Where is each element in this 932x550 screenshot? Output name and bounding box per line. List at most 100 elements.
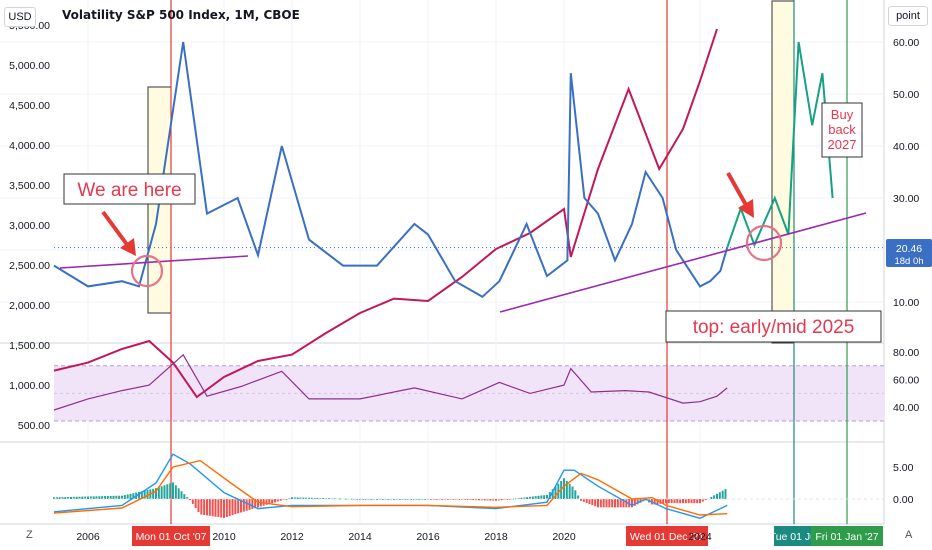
macd-histogram-bar bbox=[636, 499, 639, 505]
macd-histogram-bar bbox=[228, 499, 231, 517]
macd-histogram-bar bbox=[279, 499, 282, 501]
macd-histogram-bar bbox=[129, 493, 132, 499]
macd-histogram-bar bbox=[214, 499, 217, 517]
time-marker-label-bg bbox=[774, 526, 814, 546]
macd-histogram-bar bbox=[197, 499, 200, 512]
rsi-axis-tick: 40.00 bbox=[893, 402, 919, 414]
rsi-axis-tick: 80.00 bbox=[893, 347, 919, 359]
macd-histogram-bar bbox=[274, 499, 276, 503]
macd-histogram-bar bbox=[704, 499, 707, 501]
left-axis-tick: 2,000.00 bbox=[9, 300, 50, 312]
macd-histogram-bar bbox=[189, 499, 191, 501]
macd-histogram-bar bbox=[500, 499, 503, 501]
macd-histogram-bar bbox=[486, 499, 489, 501]
macd-histogram-bar bbox=[55, 497, 58, 499]
price-tag-countdown: 18d 0h bbox=[894, 256, 923, 267]
time-axis-tick: 2014 bbox=[348, 531, 372, 543]
macd-histogram-bar bbox=[514, 498, 517, 500]
macd-histogram-bar bbox=[495, 499, 497, 501]
macd-histogram-bar bbox=[557, 483, 560, 499]
auto-scale-icon[interactable]: A bbox=[905, 529, 913, 541]
axis-labels-layer: 5,500.005,000.004,500.004,000.003,500.00… bbox=[9, 20, 919, 543]
macd-histogram-bar bbox=[237, 499, 240, 514]
circle-marker-2008 bbox=[130, 254, 164, 288]
macd-histogram-bar bbox=[594, 499, 597, 507]
macd-histogram-bar bbox=[186, 497, 189, 499]
macd-histogram-bar bbox=[523, 497, 526, 499]
vertical-markers-layer: Mon 01 Oct '07 Wed 01 Dec '21 Tue 01 JulFr… bbox=[132, 0, 883, 546]
macd-histogram-bar bbox=[101, 496, 104, 499]
time-axis-tick: 2020 bbox=[552, 531, 576, 543]
macd-histogram-bar bbox=[169, 483, 172, 499]
macd-histogram bbox=[53, 478, 727, 518]
macd-histogram-bar bbox=[140, 491, 143, 499]
macd-histogram-bar bbox=[132, 493, 135, 499]
macd-histogram-bar bbox=[441, 499, 444, 500]
macd-histogram-bar bbox=[299, 497, 302, 499]
macd-histogram-bar bbox=[582, 499, 585, 502]
macd-histogram-bar bbox=[95, 496, 98, 499]
left-unit-button[interactable]: USD bbox=[4, 7, 36, 27]
left-axis-tick: 4,000.00 bbox=[9, 140, 50, 152]
time-marker-label-bg bbox=[626, 526, 708, 546]
macd-histogram-bar bbox=[537, 495, 540, 499]
macd-histogram-bar bbox=[631, 499, 633, 508]
macd-histogram-bar bbox=[506, 499, 509, 500]
macd-histogram-bar bbox=[78, 496, 81, 499]
macd-histogram-bar bbox=[682, 499, 684, 504]
right-axis-tick: 30.00 bbox=[893, 193, 919, 205]
spx-line bbox=[53, 28, 718, 399]
annotation-top-box bbox=[665, 310, 882, 343]
macd-histogram-bar bbox=[483, 499, 486, 501]
macd-histogram-bar bbox=[588, 499, 591, 505]
macd-histogram-bar bbox=[543, 495, 546, 499]
macd-histogram-bar bbox=[112, 495, 115, 499]
macd-histogram-bar bbox=[70, 496, 72, 499]
macd-histogram-bar bbox=[492, 499, 495, 501]
macd-histogram-bar bbox=[217, 499, 220, 518]
time-axis-tick: 2012 bbox=[280, 531, 304, 543]
macd-histogram-bar bbox=[271, 499, 274, 504]
macd-histogram-bar bbox=[381, 499, 384, 500]
macd-histogram-bar bbox=[152, 488, 155, 499]
annotation-we-are-here-box bbox=[63, 173, 196, 205]
macd-histogram-bar bbox=[480, 499, 483, 501]
price-tag-value: 20.46 bbox=[896, 243, 922, 255]
time-axis-tick: 2010 bbox=[212, 531, 236, 543]
macd-histogram-bar bbox=[489, 499, 492, 501]
macd-histogram-bar bbox=[475, 499, 478, 501]
arrow-left-head bbox=[120, 238, 136, 256]
macd-histogram-bar bbox=[67, 496, 70, 499]
zoom-icon[interactable]: Z bbox=[26, 529, 33, 541]
time-marker-label: Mon 01 Oct '07 bbox=[136, 531, 207, 543]
macd-histogram-bar bbox=[251, 499, 254, 510]
right-unit-button[interactable]: point bbox=[888, 6, 928, 26]
macd-histogram-bar bbox=[166, 484, 169, 499]
macd-histogram-bar bbox=[183, 494, 186, 499]
circle-marker-2025 bbox=[745, 224, 783, 262]
macd-histogram-bar bbox=[376, 499, 378, 500]
macd-histogram-bar bbox=[520, 497, 523, 499]
macd-histogram-bar bbox=[223, 499, 225, 518]
macd-histogram-bar bbox=[370, 499, 373, 500]
macd-histogram-bar bbox=[597, 499, 599, 508]
vertical-marker: Tue 01 Jul bbox=[770, 0, 818, 546]
macd-histogram-bar bbox=[429, 499, 432, 500]
left-axis-tick: 1,000.00 bbox=[9, 380, 50, 392]
left-axis-tick: 4,500.00 bbox=[9, 100, 50, 112]
macd-histogram-bar bbox=[157, 487, 160, 499]
macd-histogram-bar bbox=[296, 497, 299, 499]
macd-histogram-bar bbox=[412, 499, 415, 500]
macd-histogram-bar bbox=[322, 498, 325, 499]
macd-histogram-bar bbox=[118, 495, 121, 499]
macd-histogram-bar bbox=[98, 496, 101, 499]
arrow-right bbox=[726, 172, 748, 206]
macd-histogram-bar bbox=[546, 494, 548, 499]
time-axis-tick: 2006 bbox=[76, 531, 100, 543]
macd-histogram-bar bbox=[58, 497, 61, 499]
macd-histogram-bar bbox=[393, 499, 395, 500]
macd-histogram-bar bbox=[64, 497, 67, 499]
macd-histogram-bar bbox=[242, 499, 245, 512]
left-axis-tick: 1,500.00 bbox=[9, 340, 50, 352]
